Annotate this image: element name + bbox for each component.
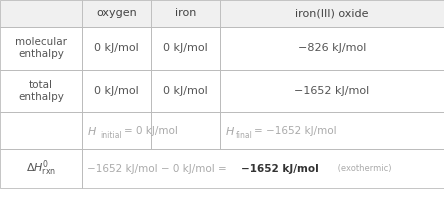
Text: 0 kJ/mol: 0 kJ/mol — [163, 86, 208, 96]
Bar — [82, 0, 151, 27]
Bar — [0, 112, 82, 149]
Bar — [82, 27, 151, 70]
Text: 0 kJ/mol: 0 kJ/mol — [94, 43, 139, 53]
Text: $H$: $H$ — [225, 125, 235, 137]
Text: 0 kJ/mol: 0 kJ/mol — [94, 86, 139, 96]
Bar — [151, 112, 220, 149]
Bar — [82, 70, 151, 112]
Bar — [151, 70, 220, 112]
Text: 0 kJ/mol: 0 kJ/mol — [163, 43, 208, 53]
Bar — [0, 0, 82, 27]
Text: initial: initial — [100, 131, 122, 140]
Text: −1652 kJ/mol − 0 kJ/mol =: −1652 kJ/mol − 0 kJ/mol = — [87, 164, 230, 174]
Text: iron: iron — [174, 8, 196, 19]
Bar — [220, 112, 444, 149]
Text: iron(III) oxide: iron(III) oxide — [295, 8, 369, 19]
Text: −826 kJ/mol: −826 kJ/mol — [298, 43, 366, 53]
Text: = 0 kJ/mol: = 0 kJ/mol — [124, 126, 178, 136]
Bar — [0, 27, 82, 70]
Text: (exothermic): (exothermic) — [335, 164, 392, 173]
Text: final: final — [236, 131, 253, 140]
Bar — [220, 70, 444, 112]
Bar — [220, 0, 444, 27]
Bar — [82, 149, 444, 188]
Text: oxygen: oxygen — [96, 8, 137, 19]
Text: total
enthalpy: total enthalpy — [18, 80, 64, 102]
Bar — [151, 0, 220, 27]
Bar — [151, 27, 220, 70]
Text: $H$: $H$ — [87, 125, 98, 137]
Bar — [82, 112, 151, 149]
Text: = −1652 kJ/mol: = −1652 kJ/mol — [254, 126, 337, 136]
Text: $\Delta H^0_{\mathrm{rxn}}$: $\Delta H^0_{\mathrm{rxn}}$ — [26, 159, 56, 179]
Text: −1652 kJ/mol: −1652 kJ/mol — [241, 164, 318, 174]
Bar — [220, 27, 444, 70]
Bar — [0, 149, 82, 188]
Text: −1652 kJ/mol: −1652 kJ/mol — [294, 86, 369, 96]
Bar — [0, 70, 82, 112]
Text: molecular
enthalpy: molecular enthalpy — [15, 37, 67, 59]
